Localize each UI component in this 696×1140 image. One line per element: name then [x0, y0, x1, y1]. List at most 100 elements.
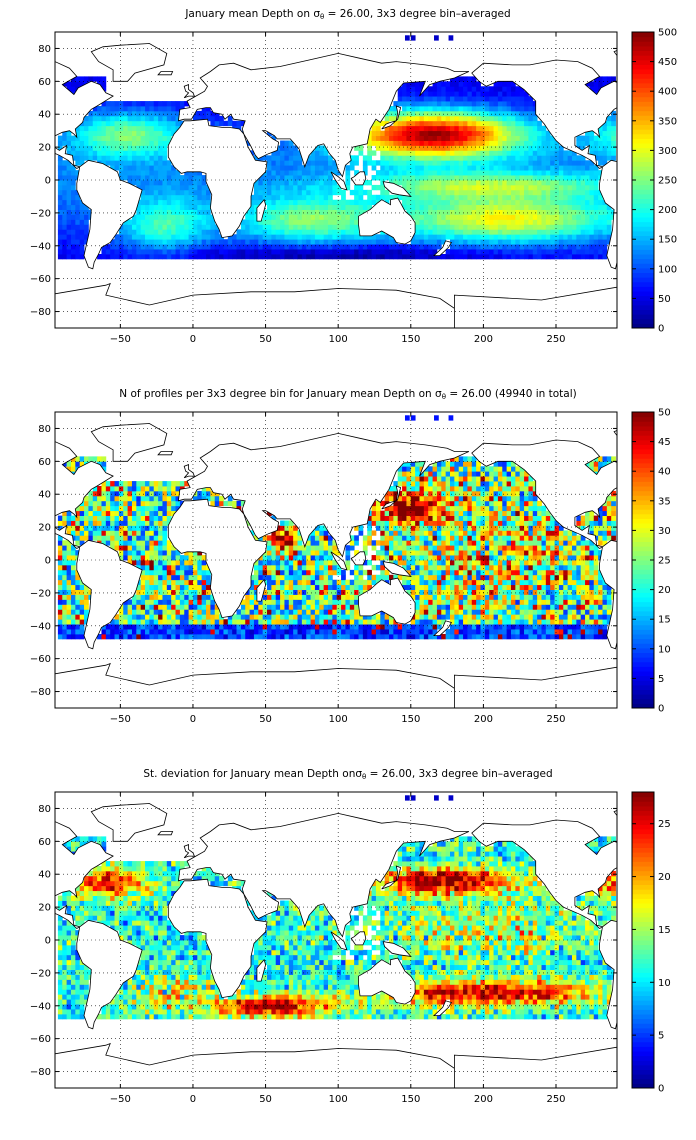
heatmap-cell [293, 599, 298, 605]
heatmap-cell [354, 609, 359, 615]
heatmap-cell [66, 584, 72, 590]
heatmap-cell [415, 194, 420, 201]
heatmap-cell [297, 165, 303, 171]
heatmap-cell [131, 604, 137, 610]
heatmap-cell [153, 525, 159, 531]
heatmap-cell [136, 160, 142, 166]
heatmap-cell [136, 110, 142, 117]
heatmap-cell [323, 180, 329, 186]
heatmap-cell [432, 155, 438, 161]
heatmap-cell [336, 624, 342, 630]
heatmap-cell [92, 125, 98, 132]
heatmap-cell [463, 145, 468, 151]
heatmap-cell [467, 150, 473, 156]
heatmap-cell [519, 189, 525, 196]
heatmap-cell [275, 545, 281, 551]
heatmap-cell [179, 624, 185, 630]
heatmap-cell [149, 204, 155, 210]
heatmap-cell [510, 180, 516, 186]
heatmap-cell [140, 160, 146, 166]
heatmap-cell [506, 194, 512, 201]
heatmap-cell [510, 234, 516, 240]
heatmap-cell [101, 515, 107, 521]
heatmap-cell [271, 239, 277, 245]
heatmap-cell [136, 101, 142, 107]
heatmap-cell [297, 234, 303, 240]
heatmap-cell [158, 254, 163, 260]
heatmap-cell [131, 609, 137, 615]
heatmap-cell [79, 234, 85, 240]
heatmap-cell [524, 234, 529, 240]
heatmap-cell [310, 194, 316, 201]
heatmap-cell [57, 180, 63, 186]
heatmap-cell [524, 209, 529, 215]
heatmap-cell [97, 490, 102, 497]
heatmap-cell [406, 550, 412, 556]
heatmap-cell [284, 140, 290, 146]
heatmap-cell [284, 219, 290, 225]
heatmap-cell [158, 619, 163, 625]
heatmap-cell [145, 574, 150, 581]
heatmap-cell [153, 604, 159, 610]
heatmap-cell [131, 150, 137, 156]
heatmap-cell [284, 209, 290, 215]
heatmap-cell [580, 145, 586, 151]
heatmap-cell [118, 481, 124, 487]
heatmap-cell [70, 249, 76, 255]
heatmap-cell [192, 175, 198, 181]
heatmap-cell [423, 199, 429, 206]
heatmap-cell [528, 194, 534, 201]
heatmap-cell [236, 614, 242, 620]
heatmap-cell [75, 76, 81, 82]
heatmap-cell [354, 239, 359, 245]
heatmap-cell [454, 110, 460, 117]
heatmap-cell [349, 204, 355, 210]
heatmap-cell [519, 110, 525, 117]
heatmap-cell [118, 550, 124, 556]
heatmap-cell [410, 555, 416, 561]
heatmap-cell [310, 160, 316, 166]
heatmap-cell [402, 574, 407, 581]
heatmap-cell [306, 219, 311, 225]
heatmap-cell [271, 199, 277, 206]
heatmap-cell [436, 189, 442, 196]
heatmap-cell [384, 140, 390, 146]
heatmap-cell [79, 461, 85, 467]
heatmap-cell [541, 209, 547, 215]
heatmap-cell [506, 81, 512, 87]
heatmap-cell [66, 624, 72, 630]
heatmap-cell [153, 609, 159, 615]
heatmap-cell [402, 140, 407, 146]
heatmap-cell [140, 486, 146, 492]
heatmap-cell [240, 249, 246, 255]
heatmap-cell [162, 155, 168, 161]
heatmap-cell [402, 96, 407, 102]
heatmap-cell [528, 224, 534, 230]
heatmap-cell [275, 629, 281, 635]
heatmap-cell [118, 160, 124, 166]
heatmap-cell [153, 510, 159, 516]
heatmap-cell [101, 249, 107, 255]
heatmap-cell [253, 239, 259, 245]
heatmap-cell [397, 471, 403, 477]
heatmap-cell [419, 81, 425, 87]
heatmap-cell [319, 540, 325, 546]
heatmap-cell [328, 239, 333, 245]
heatmap-cell [258, 175, 264, 181]
heatmap-cell [432, 125, 438, 132]
heatmap-cell [197, 244, 203, 250]
heatmap-cell [123, 515, 129, 521]
heatmap-cell [275, 624, 281, 630]
heatmap-cell [519, 184, 525, 191]
heatmap-cell [545, 180, 551, 186]
heatmap-cell [201, 219, 207, 225]
heatmap-cell [349, 199, 355, 206]
heatmap-cell [123, 530, 129, 536]
heatmap-cell [131, 550, 137, 556]
heatmap-cell [166, 175, 172, 181]
heatmap-cell [480, 239, 486, 245]
heatmap-cell [384, 165, 390, 171]
heatmap-cell [227, 239, 233, 245]
heatmap-cell [280, 204, 285, 210]
heatmap-cell [389, 535, 394, 541]
